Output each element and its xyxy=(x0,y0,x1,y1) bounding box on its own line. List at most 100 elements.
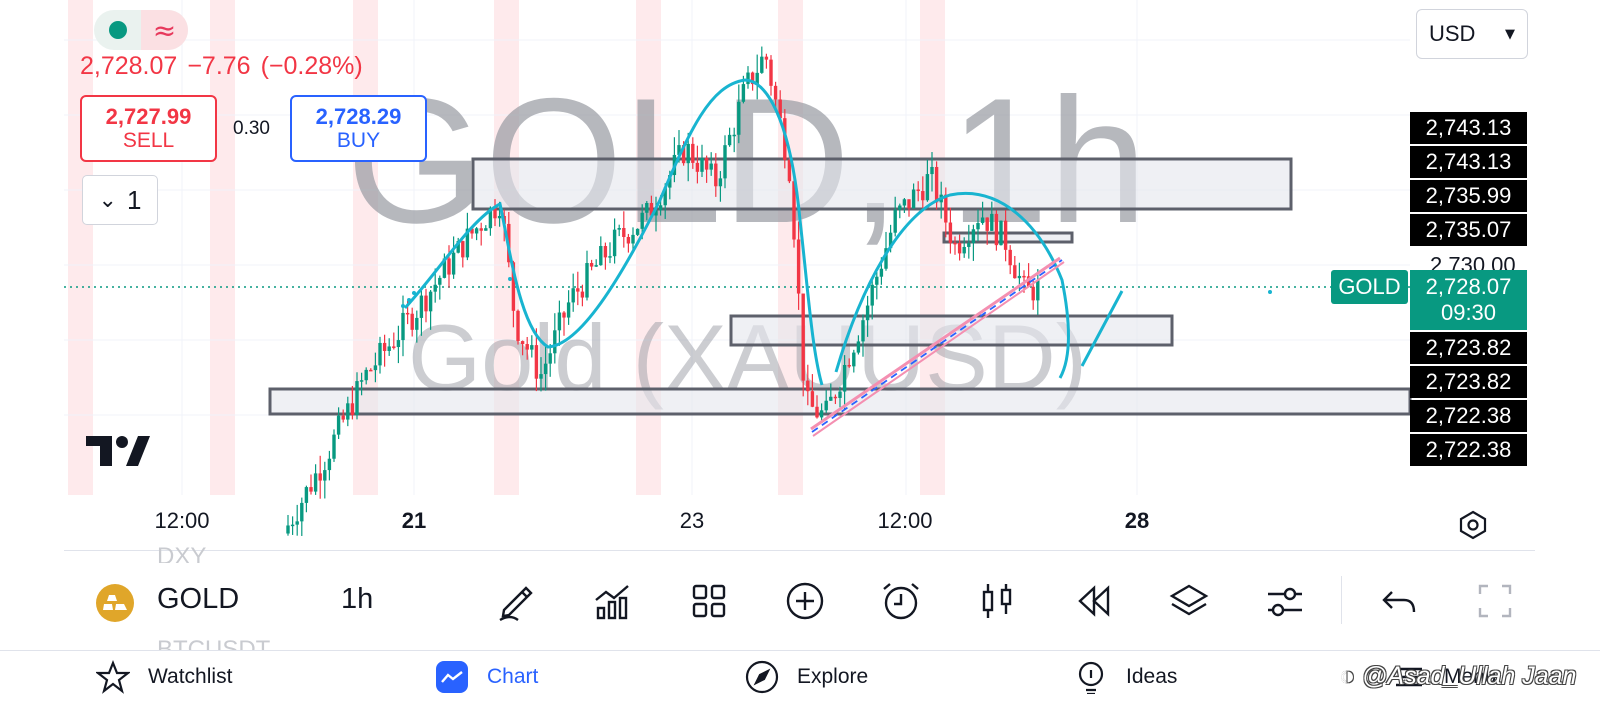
candle-body xyxy=(327,458,332,471)
candle-body xyxy=(424,295,428,312)
candle-body xyxy=(898,205,902,210)
cyan-dot xyxy=(407,298,411,302)
candle-body xyxy=(474,228,479,234)
cyan-dot xyxy=(508,277,512,281)
candle-body xyxy=(599,246,603,266)
layers-icon[interactable] xyxy=(1168,580,1210,622)
candle-body xyxy=(980,217,985,224)
toolbar-symbol[interactable]: GOLD xyxy=(157,583,240,615)
time-axis-label: 28 xyxy=(1124,508,1150,533)
candle-body xyxy=(746,72,750,85)
candle-body xyxy=(415,317,419,330)
nav-chart[interactable]: Chart xyxy=(435,655,538,699)
time-axis[interactable]: 12:00 21 23 12:00 28 xyxy=(64,508,1535,538)
candle-body xyxy=(300,502,304,522)
candle-body xyxy=(750,72,755,85)
nav-ideas[interactable]: Ideas xyxy=(1074,655,1177,699)
candle-body xyxy=(755,72,759,85)
candle-body xyxy=(465,228,470,258)
candle-body xyxy=(856,341,861,353)
candle-body xyxy=(566,302,571,318)
user-drawings[interactable] xyxy=(401,78,1272,437)
candle-body xyxy=(290,524,295,527)
prev-symbol-ghost: DXY xyxy=(157,543,207,563)
price-change: −7.76 xyxy=(187,52,251,80)
candle-body xyxy=(286,525,290,534)
candle-body xyxy=(902,199,907,206)
candle-body xyxy=(677,145,681,155)
price-axis-label: 2,722.38 xyxy=(1410,400,1527,432)
bar-countdown: 09:30 xyxy=(1440,300,1497,325)
sell-button[interactable]: 2,727.99 SELL xyxy=(80,95,217,162)
buy-button[interactable]: 2,728.29 BUY xyxy=(290,95,427,162)
currency-select[interactable]: USD ▼ xyxy=(1416,9,1528,59)
chart-settings-icon[interactable] xyxy=(1458,510,1488,545)
candle-body xyxy=(553,330,557,354)
add-circle-icon[interactable] xyxy=(784,580,826,622)
candle-body xyxy=(1022,275,1026,278)
pencil-draw-icon[interactable] xyxy=(496,580,538,622)
replay-icon[interactable] xyxy=(1072,580,1114,622)
quantity-dropdown[interactable]: ⌄ 1 xyxy=(82,175,158,225)
cyan-curve-drawing xyxy=(403,78,824,386)
nav-watchlist[interactable]: Watchlist xyxy=(96,655,232,699)
candle-body xyxy=(562,312,566,318)
candle-body xyxy=(815,406,819,418)
fullscreen-icon[interactable] xyxy=(1474,580,1516,622)
candle-body xyxy=(525,344,529,350)
candle-body xyxy=(511,262,516,311)
candle-body xyxy=(461,241,465,258)
current-price: 2,728.07 xyxy=(1425,273,1512,299)
gold-bars-icon[interactable] xyxy=(96,584,134,622)
candle-body xyxy=(382,342,387,351)
undo-icon[interactable] xyxy=(1378,580,1420,622)
layouts-grid-icon[interactable] xyxy=(688,580,730,622)
candle-body xyxy=(576,288,580,292)
candle-body xyxy=(773,85,778,100)
candles-icon[interactable] xyxy=(976,580,1018,622)
current-price-label: 2,728.07 09:30 xyxy=(1410,270,1527,330)
candle-body xyxy=(557,312,562,331)
nav-explore[interactable]: Explore xyxy=(745,655,868,699)
candle-body xyxy=(668,175,672,188)
cyan-dot xyxy=(401,304,405,308)
nav-menu[interactable]: Menu xyxy=(1392,655,1497,699)
settings-sliders-icon[interactable] xyxy=(1264,580,1306,622)
candle-body xyxy=(787,159,792,182)
candle-body xyxy=(879,268,884,277)
candle-body xyxy=(530,345,534,350)
cyan-stroke-drawing xyxy=(1080,290,1124,367)
market-status-pill[interactable]: ≈ xyxy=(94,10,188,50)
alarm-clock-icon[interactable] xyxy=(880,580,922,622)
candle-body xyxy=(769,59,773,86)
candle-body xyxy=(442,258,447,278)
candle-body xyxy=(341,415,345,420)
candle-body xyxy=(985,217,989,231)
candle-body xyxy=(309,487,313,492)
candle-body xyxy=(884,248,888,269)
signature-icon: ◑ xyxy=(1340,662,1363,690)
candle-body xyxy=(810,391,815,407)
time-axis-label: 12:00 xyxy=(154,508,210,533)
candle-body xyxy=(801,293,805,381)
menu-icon xyxy=(1392,660,1426,694)
candle-body xyxy=(865,305,870,321)
toolbar-interval[interactable]: 1h xyxy=(341,583,374,615)
candle-body xyxy=(888,232,893,249)
buy-label: BUY xyxy=(336,129,381,153)
indicators-icon[interactable] xyxy=(592,580,634,622)
candle-body xyxy=(428,291,433,312)
candle-body xyxy=(727,134,732,146)
candle-body xyxy=(737,101,741,135)
candle-body xyxy=(842,364,847,392)
candle-body xyxy=(1036,279,1040,301)
candle-body xyxy=(323,470,327,481)
candle-body xyxy=(612,229,617,257)
candle-body xyxy=(640,212,644,229)
candle-body xyxy=(594,265,598,267)
nav-label: Explore xyxy=(797,665,869,688)
candle-body xyxy=(741,84,746,102)
sell-label: SELL xyxy=(122,129,175,153)
candle-body xyxy=(934,166,939,203)
